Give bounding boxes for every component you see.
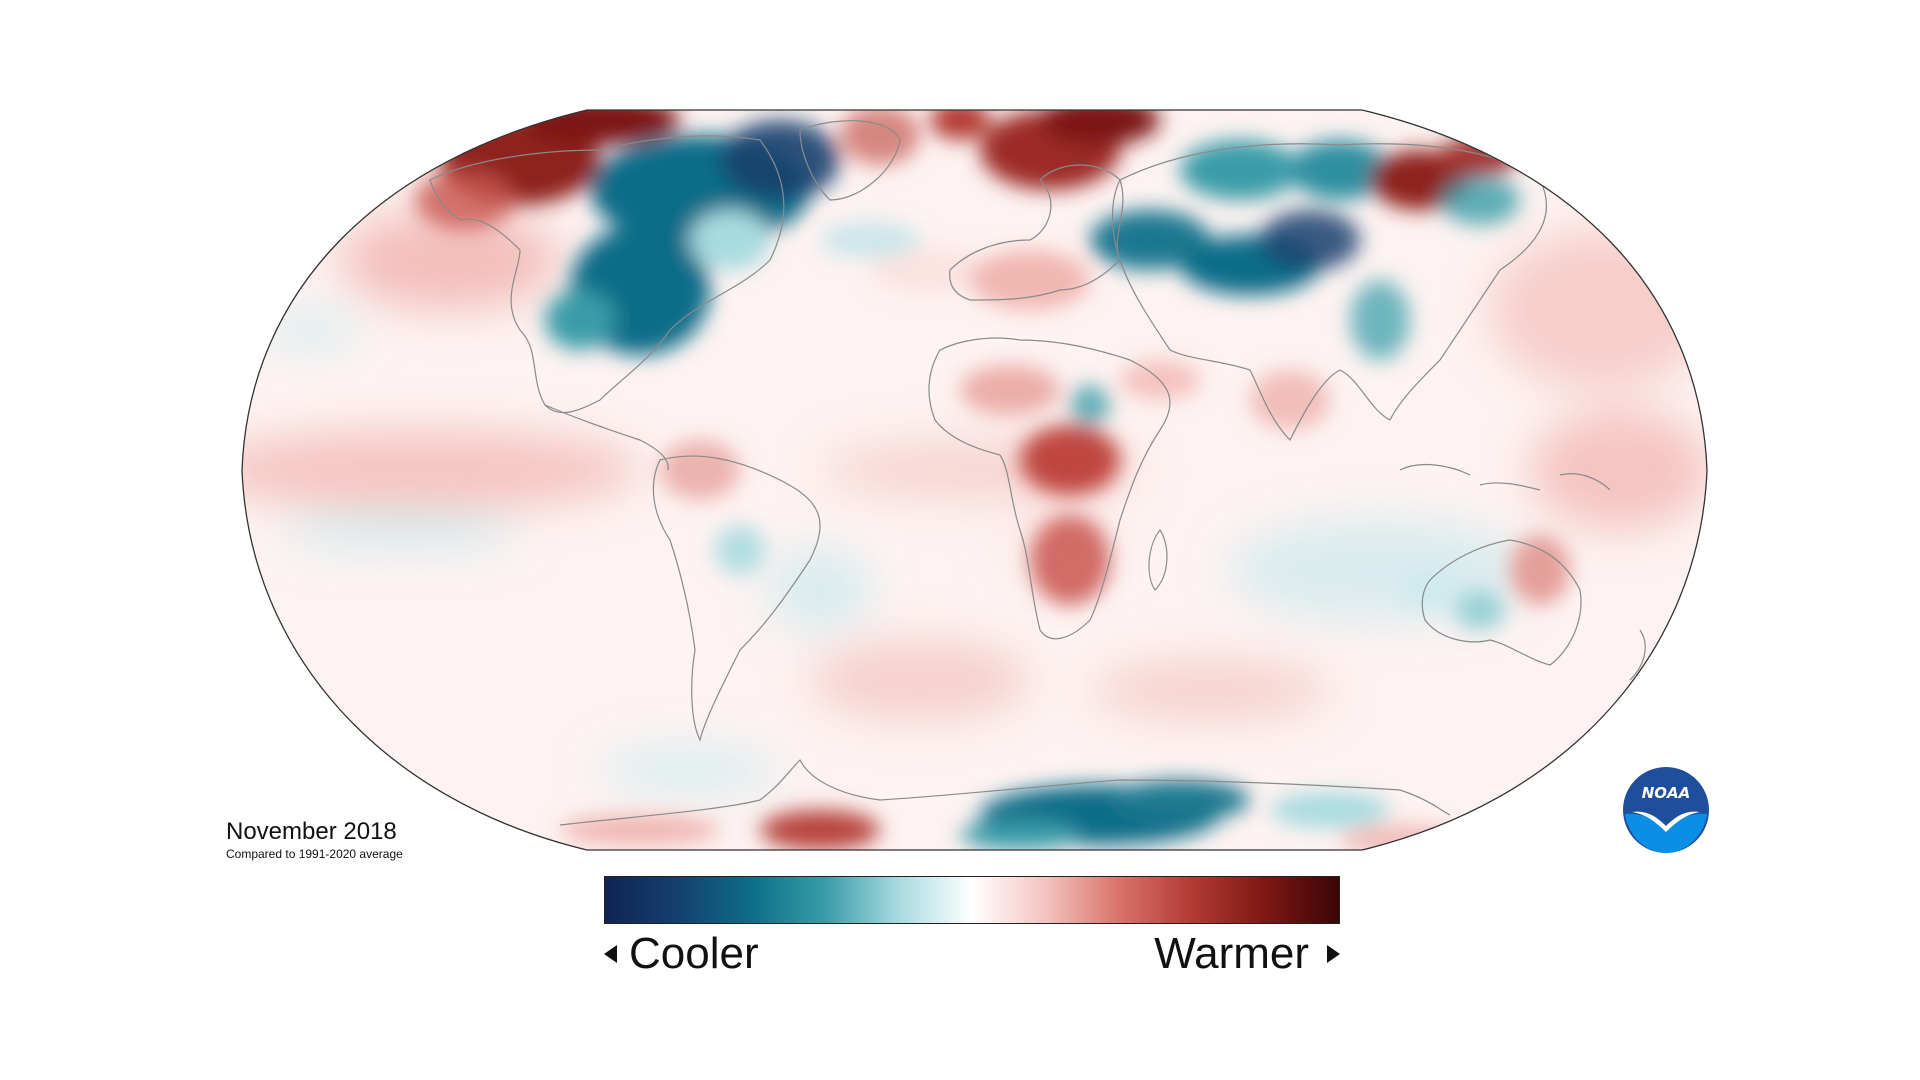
arrow-left-icon <box>604 945 617 963</box>
globe <box>241 109 1708 851</box>
noaa-logo-icon: NOAA <box>1623 767 1709 853</box>
arrow-right-icon <box>1327 945 1340 963</box>
coastlines <box>429 120 1646 826</box>
legend-low-label: Cooler <box>629 929 759 978</box>
anomaly-field <box>242 110 1707 850</box>
map-subtitle: Compared to 1991-2020 average <box>226 847 403 861</box>
legend-high: Warmer <box>1154 932 1340 976</box>
legend-low: Cooler <box>604 932 759 976</box>
legend-high-label: Warmer <box>1154 929 1309 978</box>
globe-border <box>241 109 1708 851</box>
legend-colorbar <box>604 876 1340 924</box>
map-title: November 2018 <box>226 818 397 845</box>
logo-text: NOAA <box>1642 784 1691 802</box>
